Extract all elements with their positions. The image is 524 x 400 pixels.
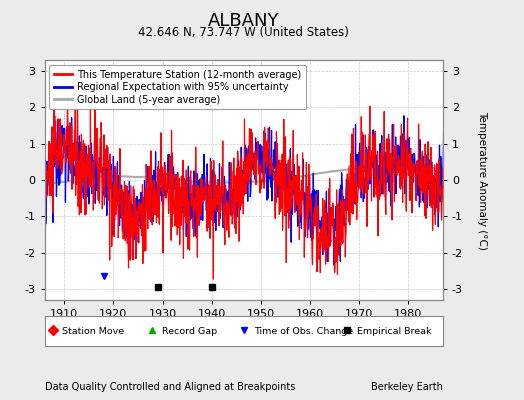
- Text: Record Gap: Record Gap: [162, 326, 217, 336]
- Text: ALBANY: ALBANY: [208, 12, 279, 30]
- Text: Station Move: Station Move: [62, 326, 125, 336]
- Text: Empirical Break: Empirical Break: [357, 326, 432, 336]
- Legend: This Temperature Station (12-month average), Regional Expectation with 95% uncer: This Temperature Station (12-month avera…: [49, 65, 305, 110]
- Text: Time of Obs. Change: Time of Obs. Change: [254, 326, 353, 336]
- Text: Berkeley Earth: Berkeley Earth: [371, 382, 443, 392]
- Text: 42.646 N, 73.747 W (United States): 42.646 N, 73.747 W (United States): [138, 26, 349, 39]
- Y-axis label: Temperature Anomaly (°C): Temperature Anomaly (°C): [477, 110, 487, 250]
- Text: Data Quality Controlled and Aligned at Breakpoints: Data Quality Controlled and Aligned at B…: [45, 382, 295, 392]
